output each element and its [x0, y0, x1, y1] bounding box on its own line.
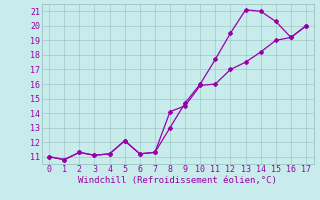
X-axis label: Windchill (Refroidissement éolien,°C): Windchill (Refroidissement éolien,°C)	[78, 176, 277, 185]
